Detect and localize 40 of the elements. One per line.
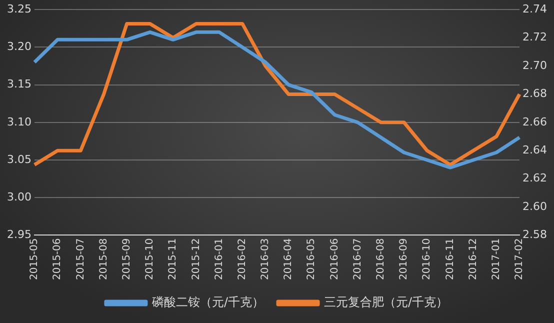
x-tick-label: 2016-11: [444, 238, 456, 280]
y2-tick-label: 2.64: [522, 143, 548, 156]
x-tick-label: 2016-08: [376, 238, 387, 280]
y-tick-label: 2.95: [6, 228, 32, 242]
y2-tick-label: 2.70: [522, 58, 548, 72]
legend-label: 三元复合肥（元/千克）: [324, 295, 448, 310]
y2-tick-label: 2.72: [522, 30, 548, 44]
y-tick-label: 3.15: [6, 78, 32, 91]
x-tick-label: 2016-04: [283, 238, 294, 280]
y-tick-label: 3.05: [6, 152, 32, 166]
y2-tick-label: 2.66: [522, 115, 548, 128]
y2-tick-label: 2.58: [522, 228, 548, 242]
y2-tick-label: 2.68: [522, 87, 548, 100]
x-tick-label: 2016-12: [468, 238, 479, 280]
x-tick-label: 2015-12: [190, 238, 202, 280]
y-tick-label: 3.10: [6, 115, 32, 128]
x-tick-label: 2016-01: [214, 238, 225, 280]
x-tick-label: 2015-07: [75, 238, 86, 280]
x-tick-label: 2015-09: [121, 238, 132, 280]
x-tick-label: 2015-11: [168, 238, 179, 280]
x-tick-label: 2015-10: [144, 238, 156, 280]
y-tick-label: 3.20: [6, 40, 32, 54]
x-tick-label: 2015-08: [98, 238, 110, 280]
y2-tick-label: 2.60: [522, 200, 548, 213]
x-tick-label: 2017-02: [514, 238, 526, 280]
x-tick-label: 2016-09: [398, 238, 410, 280]
x-tick-label: 2016-02: [236, 238, 248, 280]
x-tick-label: 2016-07: [352, 238, 364, 280]
x-tick-label: 2016-10: [422, 238, 433, 280]
y-tick-label: 3.25: [6, 2, 32, 16]
x-tick-label: 2016-03: [260, 238, 272, 280]
x-tick-label: 2015-06: [52, 238, 64, 280]
legend-label: 磷酸二铵（元/千克）: [150, 295, 264, 310]
x-tick-label: 2016-06: [329, 238, 340, 280]
y2-tick-label: 2.74: [522, 2, 548, 16]
x-tick-label: 2015-05: [29, 238, 40, 280]
x-tick-label: 2017-01: [491, 238, 502, 280]
x-tick-label: 2016-05: [306, 238, 318, 280]
y2-tick-label: 2.62: [522, 172, 548, 185]
y-tick-label: 3.00: [6, 190, 32, 204]
